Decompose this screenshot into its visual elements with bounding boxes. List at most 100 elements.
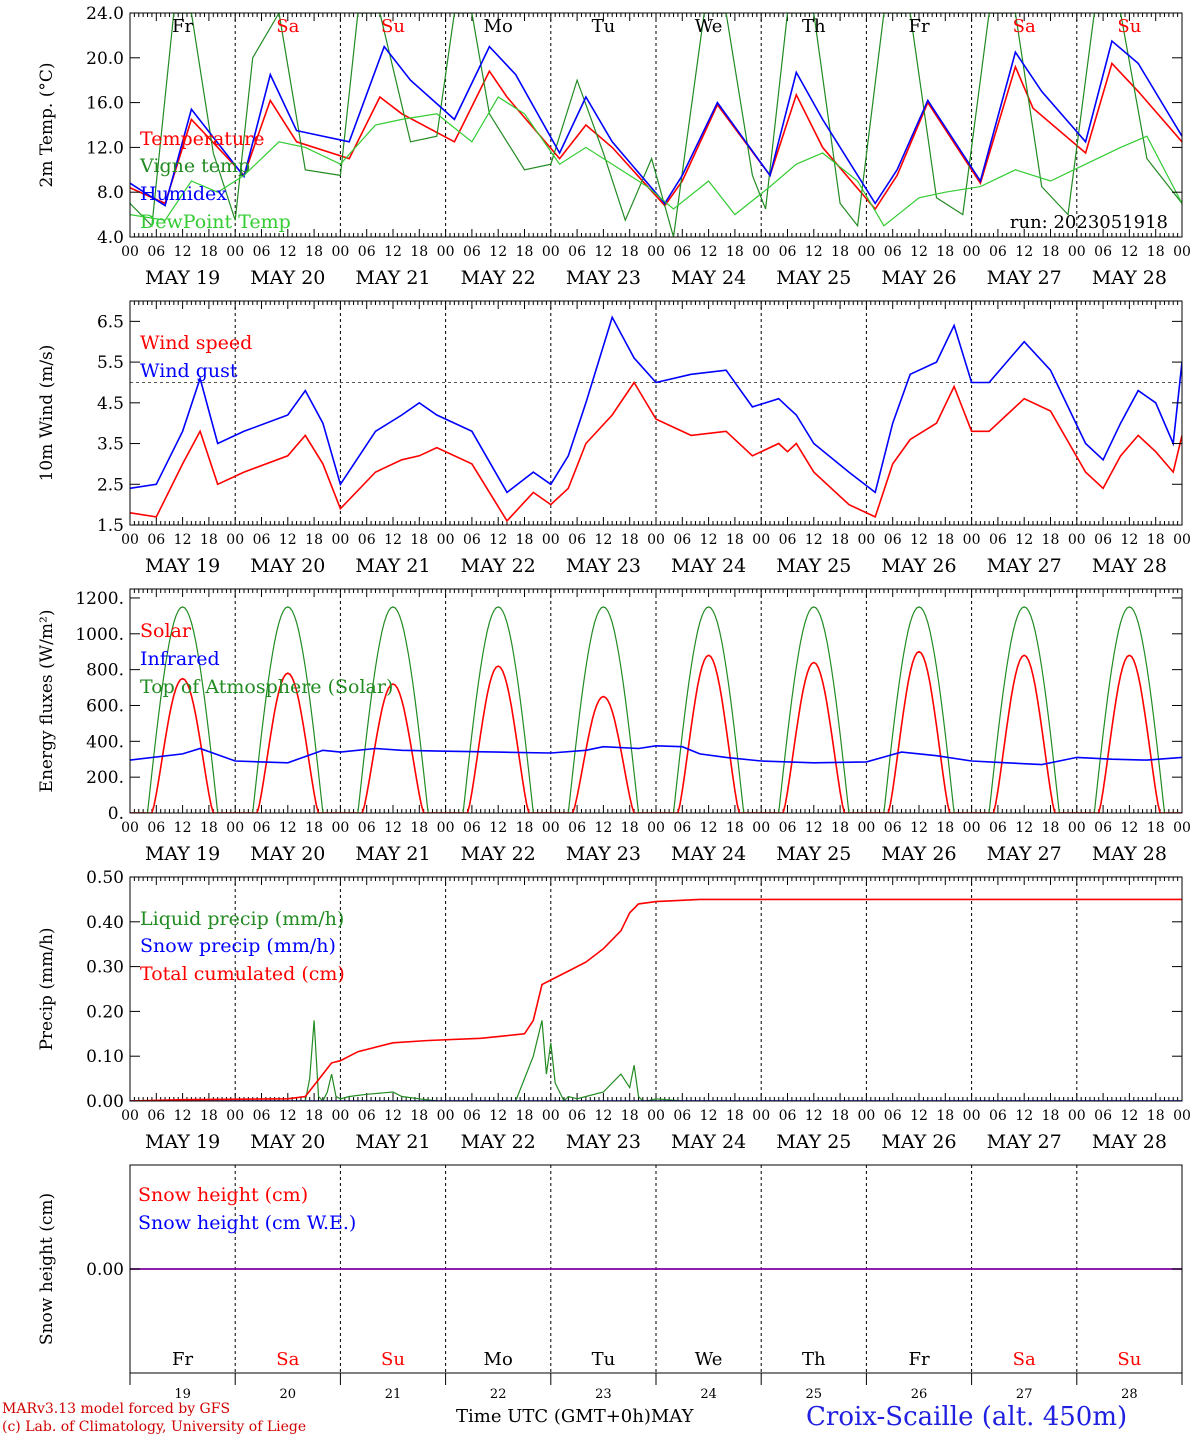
legend-entry: Snow height (cm) xyxy=(138,1184,308,1206)
weekday-label: We xyxy=(695,16,723,37)
series-group xyxy=(130,13,1182,237)
hour-tick-label: 00 xyxy=(1068,1108,1086,1124)
legend-entry: Wind gust xyxy=(140,360,238,382)
hour-tick-label: 06 xyxy=(463,244,481,260)
hour-tick-label: 00 xyxy=(1068,532,1086,548)
day-number-label: 21 xyxy=(385,1387,402,1402)
date-label: MAY 25 xyxy=(776,555,851,577)
hour-tick-label: 12 xyxy=(174,1108,192,1124)
plot-frame xyxy=(129,588,1183,814)
hour-tick-label: 12 xyxy=(174,532,192,548)
hour-tick-label: 12 xyxy=(279,820,297,836)
date-label: MAY 19 xyxy=(145,843,220,865)
weekday-label: Tu xyxy=(592,1349,616,1370)
hour-tick-label: 12 xyxy=(594,532,612,548)
y-tick-label: 1000. xyxy=(75,625,124,645)
credit-line-2: (c) Lab. of Climatology, University of L… xyxy=(2,1419,307,1435)
weekday-label: Th xyxy=(802,16,826,37)
panel-temp: 4.0 8.0 12.0 16.0 20.0 24.0 2m Temp. (°C) Tempe… xyxy=(37,4,1191,289)
hour-tick-label: 06 xyxy=(253,532,271,548)
y-axis-label: Snow height (cm) xyxy=(37,1193,57,1345)
hour-tick-label: 06 xyxy=(673,244,691,260)
hour-tick-label: 00 xyxy=(121,1108,139,1124)
hour-tick-label: 06 xyxy=(884,820,902,836)
station-name: Croix-Scaille (alt. 450m) xyxy=(806,1402,1128,1432)
hour-tick-label: 18 xyxy=(516,820,534,836)
hour-tick-label: 06 xyxy=(253,244,271,260)
legend-entry: Infrared xyxy=(140,648,220,670)
y-tick-label: 20.0 xyxy=(86,49,124,69)
hour-tick-label: 06 xyxy=(779,244,797,260)
series-group xyxy=(130,898,1182,1101)
legend-entry: Liquid precip (mm/h) xyxy=(140,908,344,930)
plot-frame xyxy=(129,12,1183,238)
hour-tick-label: 18 xyxy=(1147,532,1165,548)
y-tick-label: 0.30 xyxy=(86,958,124,978)
hour-tick-label: 18 xyxy=(726,1108,744,1124)
weekday-label: Th xyxy=(802,1349,826,1370)
hour-tick-label: 18 xyxy=(200,1108,218,1124)
weekday-label: Fr xyxy=(908,1349,929,1370)
date-label: MAY 20 xyxy=(250,843,325,865)
date-label: MAY 26 xyxy=(881,843,956,865)
weekday-label: Su xyxy=(1117,16,1141,37)
hour-tick-label: 00 xyxy=(331,532,349,548)
y-tick-label: 1200. xyxy=(75,589,124,609)
hour-tick-label: 12 xyxy=(700,244,718,260)
date-label: MAY 24 xyxy=(671,843,746,865)
hour-tick-label: 18 xyxy=(621,532,639,548)
date-label: MAY 23 xyxy=(566,267,641,289)
y-tick-label: 12.0 xyxy=(86,138,124,158)
plot-frame xyxy=(129,876,1183,1102)
y-tick-label: 0.40 xyxy=(86,913,124,933)
hour-tick-label: 18 xyxy=(1147,1108,1165,1124)
day-number-label: 25 xyxy=(806,1387,823,1402)
y-tick-label: 4.0 xyxy=(97,228,124,248)
hour-tick-label: 00 xyxy=(1173,1108,1191,1124)
weekday-label: Fr xyxy=(172,1349,193,1370)
hour-tick-label: 18 xyxy=(516,1108,534,1124)
hour-tick-label: 00 xyxy=(647,532,665,548)
day-number-label: 22 xyxy=(490,1387,507,1402)
date-label: MAY 26 xyxy=(881,267,956,289)
hour-tick-label: 18 xyxy=(936,244,954,260)
day-number-label: 20 xyxy=(280,1387,297,1402)
hour-tick-label: 00 xyxy=(226,532,244,548)
hour-tick-label: 00 xyxy=(647,1108,665,1124)
hour-tick-label: 12 xyxy=(1120,244,1138,260)
hour-tick-label: 06 xyxy=(884,1108,902,1124)
date-label: MAY 22 xyxy=(461,267,536,289)
date-label: MAY 21 xyxy=(355,267,430,289)
hour-tick-label: 12 xyxy=(594,820,612,836)
weekday-label: Sa xyxy=(1013,16,1036,37)
series-liquid-precip-mm-h- xyxy=(130,1020,1182,1101)
hour-tick-label: 06 xyxy=(463,532,481,548)
hour-tick-label: 06 xyxy=(568,244,586,260)
hour-tick-label: 12 xyxy=(174,820,192,836)
hour-tick-label: 06 xyxy=(568,1108,586,1124)
y-axis-label: Energy fluxes (W/m²) xyxy=(37,610,57,793)
hour-tick-label: 00 xyxy=(121,820,139,836)
day-number-label: 27 xyxy=(1016,1387,1033,1402)
hour-tick-label: 12 xyxy=(805,820,823,836)
hour-tick-label: 06 xyxy=(568,532,586,548)
hour-tick-label: 12 xyxy=(700,1108,718,1124)
hour-tick-label: 06 xyxy=(147,244,165,260)
hour-tick-label: 18 xyxy=(200,532,218,548)
series-vigne-temp xyxy=(130,13,1182,237)
date-label: MAY 24 xyxy=(671,267,746,289)
hour-tick-label: 00 xyxy=(857,532,875,548)
hour-tick-label: 18 xyxy=(305,820,323,836)
hour-tick-label: 00 xyxy=(963,532,981,548)
hour-tick-label: 06 xyxy=(1094,820,1112,836)
hour-tick-label: 06 xyxy=(779,1108,797,1124)
hour-tick-label: 18 xyxy=(831,532,849,548)
date-label: MAY 25 xyxy=(776,1131,851,1153)
hour-tick-label: 18 xyxy=(410,244,428,260)
panel-snow: 0.00 Snow height (cm) Snow height (cm) Snow… xyxy=(37,1164,1183,1402)
legend-entry: Vigne temp xyxy=(139,155,250,177)
hour-tick-label: 06 xyxy=(884,244,902,260)
hour-tick-label: 18 xyxy=(831,1108,849,1124)
y-tick-label: 4.5 xyxy=(97,394,124,414)
y-axis-label: 10m Wind (m/s) xyxy=(37,345,57,482)
